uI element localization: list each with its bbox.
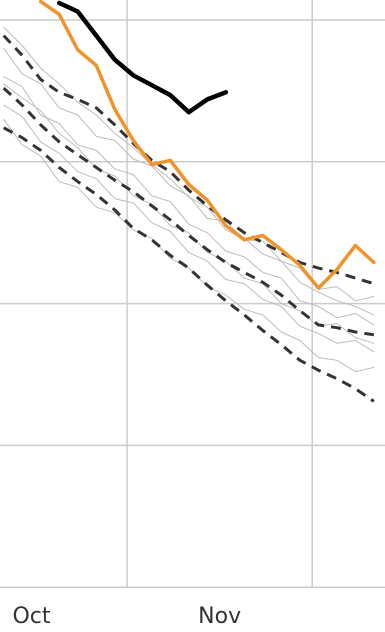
series-line	[2, 126, 375, 403]
series-line	[3, 83, 375, 344]
series-line	[2, 86, 375, 337]
series-line	[3, 26, 375, 316]
x-tick-label: Oct	[12, 604, 50, 629]
series-line	[3, 104, 375, 353]
series-line	[3, 118, 375, 373]
series-line	[3, 76, 375, 326]
series-line	[56, 0, 229, 115]
series-line	[3, 47, 375, 302]
series-line	[2, 34, 375, 286]
series-line	[38, 0, 376, 290]
x-tick-label: Nov	[198, 604, 241, 629]
